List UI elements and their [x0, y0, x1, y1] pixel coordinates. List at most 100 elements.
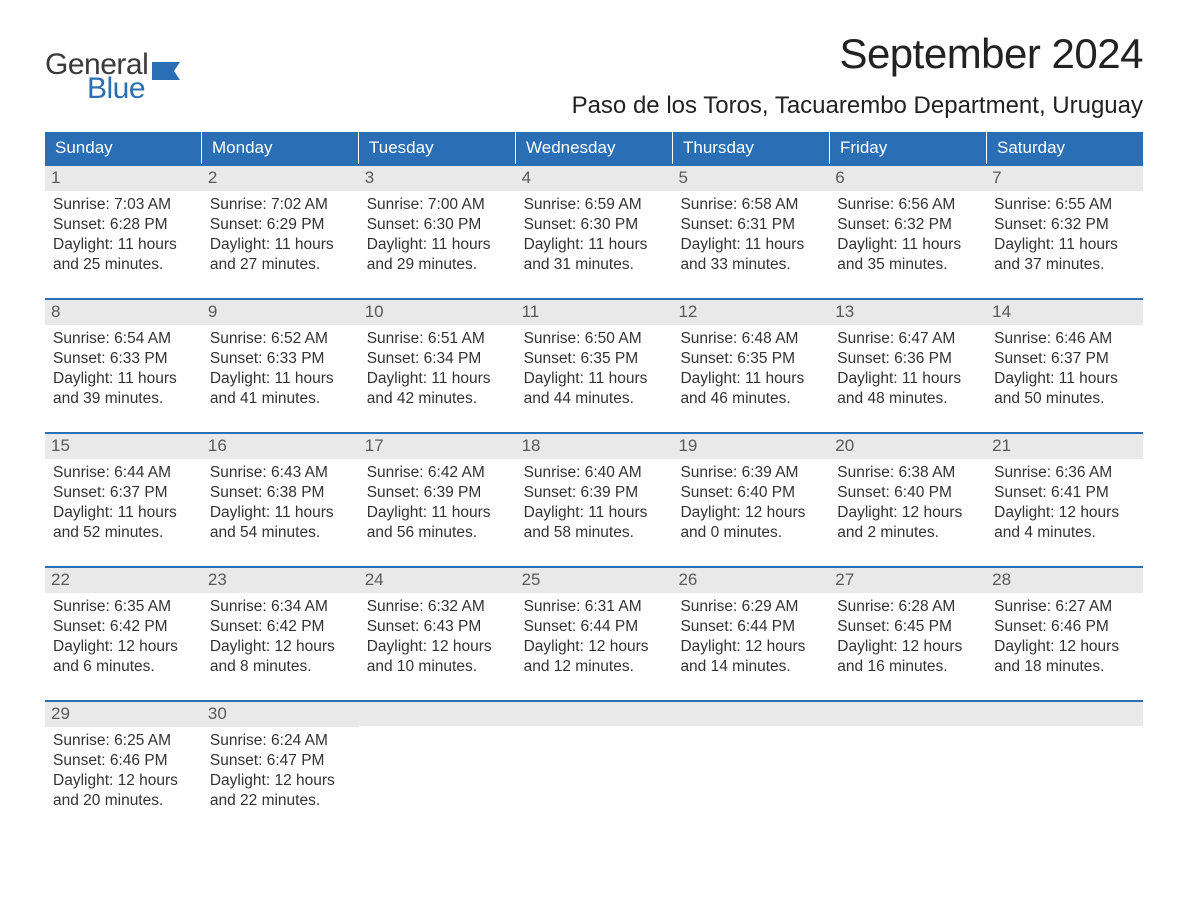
sunset-line: Sunset: 6:46 PM — [994, 617, 1135, 637]
sunset-line: Sunset: 6:39 PM — [524, 483, 665, 503]
day-cell: 29Sunrise: 6:25 AMSunset: 6:46 PMDayligh… — [45, 700, 202, 820]
day-cell: 9Sunrise: 6:52 AMSunset: 6:33 PMDaylight… — [202, 298, 359, 418]
day-body: Sunrise: 6:40 AMSunset: 6:39 PMDaylight:… — [516, 459, 673, 544]
sunset-line: Sunset: 6:39 PM — [367, 483, 508, 503]
day-cell: 2Sunrise: 7:02 AMSunset: 6:29 PMDaylight… — [202, 164, 359, 284]
daylight-line: Daylight: 11 hours and 56 minutes. — [367, 503, 508, 543]
sunrise-line: Sunrise: 6:34 AM — [210, 597, 351, 617]
day-body: Sunrise: 7:00 AMSunset: 6:30 PMDaylight:… — [359, 191, 516, 276]
daylight-line: Daylight: 12 hours and 6 minutes. — [53, 637, 194, 677]
sunset-line: Sunset: 6:29 PM — [210, 215, 351, 235]
sunrise-line: Sunrise: 6:38 AM — [837, 463, 978, 483]
day-body: Sunrise: 6:25 AMSunset: 6:46 PMDaylight:… — [45, 727, 202, 812]
sunset-line: Sunset: 6:43 PM — [367, 617, 508, 637]
empty-day-number — [359, 702, 516, 726]
day-body: Sunrise: 6:46 AMSunset: 6:37 PMDaylight:… — [986, 325, 1143, 410]
sunrise-line: Sunrise: 6:51 AM — [367, 329, 508, 349]
sunset-line: Sunset: 6:42 PM — [210, 617, 351, 637]
week-row: 8Sunrise: 6:54 AMSunset: 6:33 PMDaylight… — [45, 298, 1143, 418]
sunrise-line: Sunrise: 6:31 AM — [524, 597, 665, 617]
title-block: September 2024 Paso de los Toros, Tacuar… — [572, 30, 1143, 124]
daylight-line: Daylight: 11 hours and 44 minutes. — [524, 369, 665, 409]
day-body: Sunrise: 6:48 AMSunset: 6:35 PMDaylight:… — [672, 325, 829, 410]
sunset-line: Sunset: 6:46 PM — [53, 751, 194, 771]
day-body: Sunrise: 6:51 AMSunset: 6:34 PMDaylight:… — [359, 325, 516, 410]
day-number: 16 — [202, 434, 359, 459]
month-title: September 2024 — [572, 30, 1143, 78]
sunset-line: Sunset: 6:30 PM — [367, 215, 508, 235]
day-cell: 12Sunrise: 6:48 AMSunset: 6:35 PMDayligh… — [672, 298, 829, 418]
day-cell: 20Sunrise: 6:38 AMSunset: 6:40 PMDayligh… — [829, 432, 986, 552]
day-cell: 27Sunrise: 6:28 AMSunset: 6:45 PMDayligh… — [829, 566, 986, 686]
sunrise-line: Sunrise: 6:40 AM — [524, 463, 665, 483]
day-body: Sunrise: 6:44 AMSunset: 6:37 PMDaylight:… — [45, 459, 202, 544]
day-cell: 1Sunrise: 7:03 AMSunset: 6:28 PMDaylight… — [45, 164, 202, 284]
empty-day-cell — [359, 700, 516, 820]
sunset-line: Sunset: 6:45 PM — [837, 617, 978, 637]
daylight-line: Daylight: 12 hours and 4 minutes. — [994, 503, 1135, 543]
day-body: Sunrise: 6:39 AMSunset: 6:40 PMDaylight:… — [672, 459, 829, 544]
sunrise-line: Sunrise: 7:03 AM — [53, 195, 194, 215]
sunset-line: Sunset: 6:33 PM — [210, 349, 351, 369]
sunset-line: Sunset: 6:44 PM — [680, 617, 821, 637]
sunrise-line: Sunrise: 6:43 AM — [210, 463, 351, 483]
day-body: Sunrise: 6:34 AMSunset: 6:42 PMDaylight:… — [202, 593, 359, 678]
sunset-line: Sunset: 6:35 PM — [524, 349, 665, 369]
daylight-line: Daylight: 12 hours and 18 minutes. — [994, 637, 1135, 677]
week-row: 15Sunrise: 6:44 AMSunset: 6:37 PMDayligh… — [45, 432, 1143, 552]
day-number: 18 — [516, 434, 673, 459]
day-number: 17 — [359, 434, 516, 459]
day-body: Sunrise: 7:02 AMSunset: 6:29 PMDaylight:… — [202, 191, 359, 276]
day-number: 21 — [986, 434, 1143, 459]
empty-day-number — [516, 702, 673, 726]
sunset-line: Sunset: 6:30 PM — [524, 215, 665, 235]
logo: General Blue — [45, 50, 180, 104]
sunset-line: Sunset: 6:40 PM — [680, 483, 821, 503]
sunrise-line: Sunrise: 6:59 AM — [524, 195, 665, 215]
day-number: 19 — [672, 434, 829, 459]
sunrise-line: Sunrise: 6:47 AM — [837, 329, 978, 349]
day-cell: 16Sunrise: 6:43 AMSunset: 6:38 PMDayligh… — [202, 432, 359, 552]
day-cell: 19Sunrise: 6:39 AMSunset: 6:40 PMDayligh… — [672, 432, 829, 552]
day-cell: 26Sunrise: 6:29 AMSunset: 6:44 PMDayligh… — [672, 566, 829, 686]
day-number: 23 — [202, 568, 359, 593]
sunset-line: Sunset: 6:37 PM — [53, 483, 194, 503]
dow-saturday: Saturday — [987, 132, 1143, 164]
daylight-line: Daylight: 11 hours and 31 minutes. — [524, 235, 665, 275]
sunrise-line: Sunrise: 6:50 AM — [524, 329, 665, 349]
day-body: Sunrise: 6:32 AMSunset: 6:43 PMDaylight:… — [359, 593, 516, 678]
sunset-line: Sunset: 6:38 PM — [210, 483, 351, 503]
sunrise-line: Sunrise: 6:46 AM — [994, 329, 1135, 349]
daylight-line: Daylight: 11 hours and 41 minutes. — [210, 369, 351, 409]
empty-day-cell — [986, 700, 1143, 820]
sunset-line: Sunset: 6:34 PM — [367, 349, 508, 369]
day-number: 25 — [516, 568, 673, 593]
daylight-line: Daylight: 11 hours and 39 minutes. — [53, 369, 194, 409]
dow-monday: Monday — [202, 132, 359, 164]
sunset-line: Sunset: 6:35 PM — [680, 349, 821, 369]
daylight-line: Daylight: 12 hours and 0 minutes. — [680, 503, 821, 543]
daylight-line: Daylight: 11 hours and 35 minutes. — [837, 235, 978, 275]
daylight-line: Daylight: 11 hours and 27 minutes. — [210, 235, 351, 275]
day-cell: 28Sunrise: 6:27 AMSunset: 6:46 PMDayligh… — [986, 566, 1143, 686]
daylight-line: Daylight: 11 hours and 37 minutes. — [994, 235, 1135, 275]
day-cell: 7Sunrise: 6:55 AMSunset: 6:32 PMDaylight… — [986, 164, 1143, 284]
sunrise-line: Sunrise: 7:02 AM — [210, 195, 351, 215]
day-body: Sunrise: 6:35 AMSunset: 6:42 PMDaylight:… — [45, 593, 202, 678]
daylight-line: Daylight: 12 hours and 16 minutes. — [837, 637, 978, 677]
day-cell: 21Sunrise: 6:36 AMSunset: 6:41 PMDayligh… — [986, 432, 1143, 552]
day-cell: 22Sunrise: 6:35 AMSunset: 6:42 PMDayligh… — [45, 566, 202, 686]
day-body: Sunrise: 6:55 AMSunset: 6:32 PMDaylight:… — [986, 191, 1143, 276]
day-cell: 18Sunrise: 6:40 AMSunset: 6:39 PMDayligh… — [516, 432, 673, 552]
sunrise-line: Sunrise: 6:55 AM — [994, 195, 1135, 215]
sunset-line: Sunset: 6:36 PM — [837, 349, 978, 369]
day-body: Sunrise: 6:29 AMSunset: 6:44 PMDaylight:… — [672, 593, 829, 678]
daylight-line: Daylight: 12 hours and 20 minutes. — [53, 771, 194, 811]
daylight-line: Daylight: 11 hours and 52 minutes. — [53, 503, 194, 543]
week-row: 22Sunrise: 6:35 AMSunset: 6:42 PMDayligh… — [45, 566, 1143, 686]
day-cell: 4Sunrise: 6:59 AMSunset: 6:30 PMDaylight… — [516, 164, 673, 284]
daylight-line: Daylight: 11 hours and 50 minutes. — [994, 369, 1135, 409]
day-number: 3 — [359, 166, 516, 191]
day-cell: 25Sunrise: 6:31 AMSunset: 6:44 PMDayligh… — [516, 566, 673, 686]
day-body: Sunrise: 6:42 AMSunset: 6:39 PMDaylight:… — [359, 459, 516, 544]
